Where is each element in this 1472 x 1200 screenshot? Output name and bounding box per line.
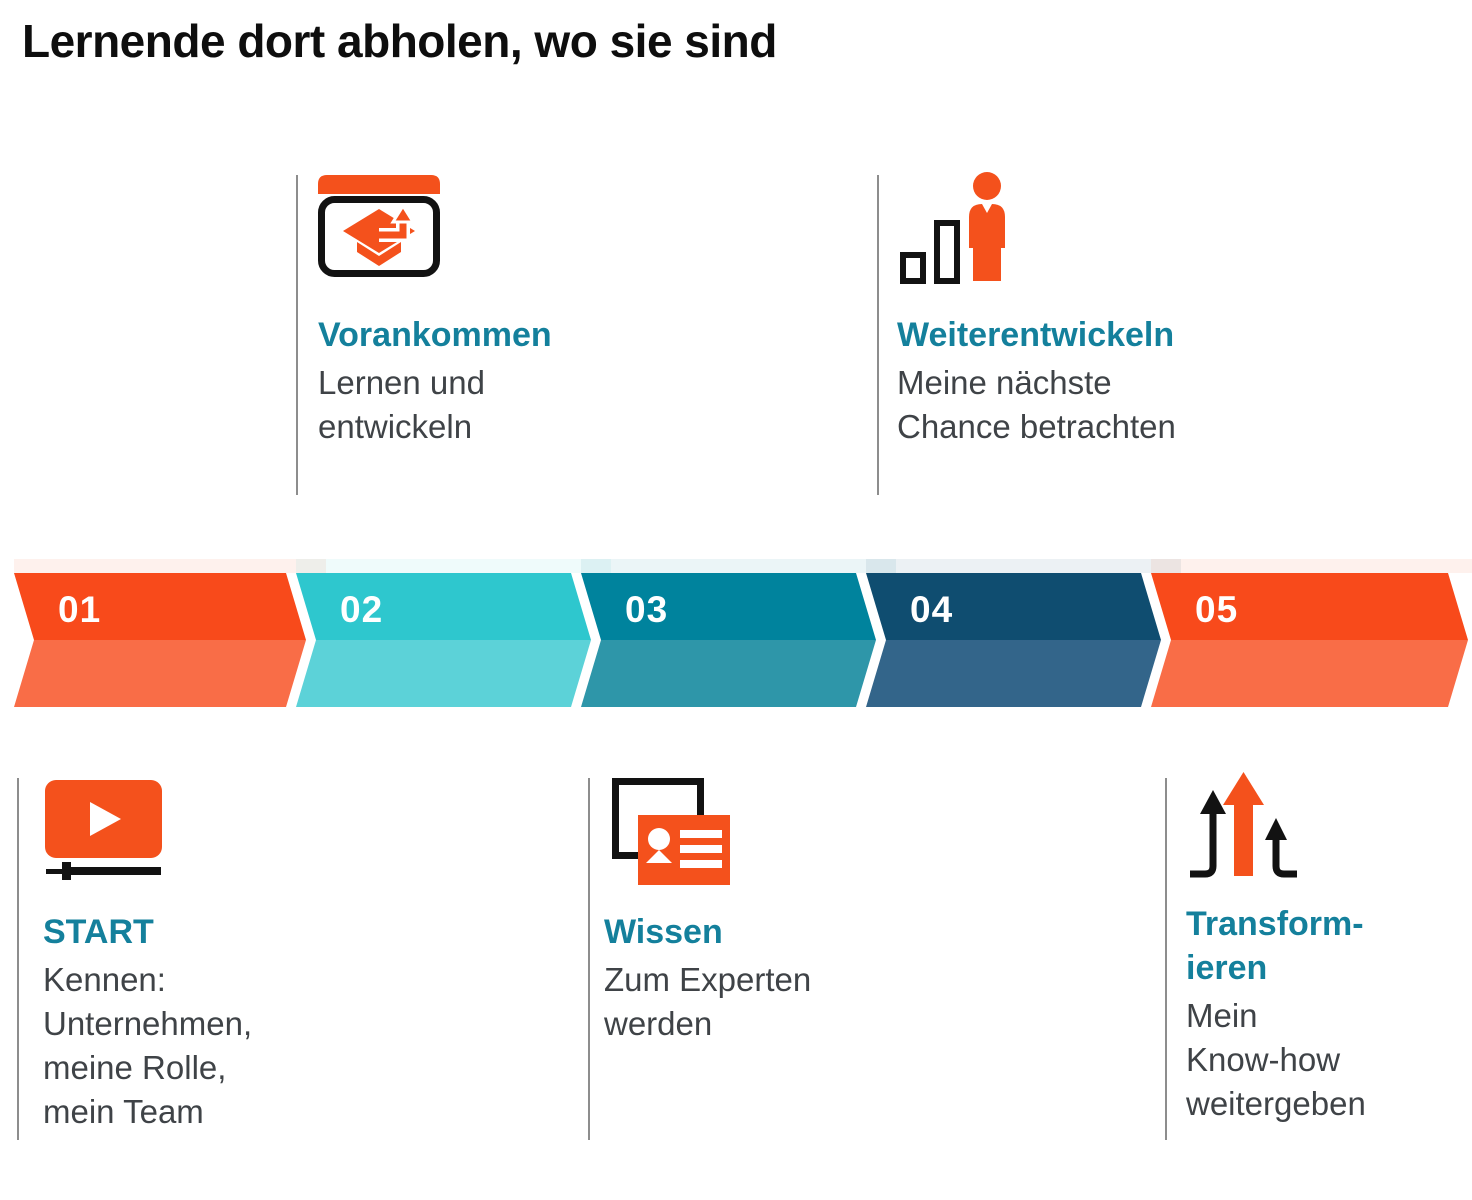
separator-line xyxy=(1165,778,1167,1140)
top-item-weiterentwickeln: Weiterentwickeln Meine nächste Chance be… xyxy=(897,170,1337,449)
learning-window-icon xyxy=(318,175,668,313)
step-number: 05 xyxy=(1195,589,1239,630)
bottom-item-heading: Wissen xyxy=(604,913,723,951)
step-number: 03 xyxy=(625,589,669,630)
separator-line xyxy=(877,175,879,495)
video-player-icon xyxy=(43,778,373,910)
growth-person-icon xyxy=(897,170,1337,313)
top-item-body: Meine nächste Chance betrachten xyxy=(897,364,1176,445)
bottom-item-body: Mein Know-how weitergeben xyxy=(1186,997,1366,1122)
separator-line xyxy=(17,778,19,1140)
band-glow xyxy=(866,559,1181,573)
bottom-item-transformieren: Transform- ieren Mein Know-how weitergeb… xyxy=(1186,772,1466,1126)
top-item-body: Lernen und entwickeln xyxy=(318,364,485,445)
bottom-item-body: Zum Experten werden xyxy=(604,961,812,1042)
separator-line xyxy=(588,778,590,1140)
step-arrow-04: 04 xyxy=(866,573,1161,707)
step-arrow-03: 03 xyxy=(581,573,876,707)
bottom-item-wissen: Wissen Zum Experten werden xyxy=(604,778,964,1046)
bottom-item-body: Kennen: Unternehmen, meine Rolle, mein T… xyxy=(43,961,253,1130)
bottom-item-heading: Transform- ieren xyxy=(1186,905,1364,987)
band-glow xyxy=(581,559,896,573)
step-arrow-05: 05 xyxy=(1151,573,1468,707)
transform-arrows-icon xyxy=(1186,770,1466,902)
step-number: 01 xyxy=(58,589,102,630)
page-title: Lernende dort abholen, wo sie sind xyxy=(22,15,777,67)
separator-line xyxy=(296,175,298,495)
band-glow xyxy=(1151,559,1472,573)
step-number: 02 xyxy=(340,589,384,630)
band-glow xyxy=(14,559,326,573)
band-glow xyxy=(296,559,611,573)
bottom-item-heading: START xyxy=(43,913,154,951)
bottom-item-start: START Kennen: Unternehmen, meine Rolle, … xyxy=(43,778,373,1134)
top-item-heading: Weiterentwickeln xyxy=(897,316,1175,354)
idcard-icon xyxy=(604,778,964,910)
top-item-heading: Vorankommen xyxy=(318,316,552,354)
top-item-vorankommen: Vorankommen Lernen und entwickeln xyxy=(318,175,668,449)
process-band: 01 02 03 04 05 xyxy=(0,559,1472,707)
step-arrow-02: 02 xyxy=(296,573,591,707)
step-arrow-01: 01 xyxy=(14,573,306,707)
step-number: 04 xyxy=(910,589,954,630)
